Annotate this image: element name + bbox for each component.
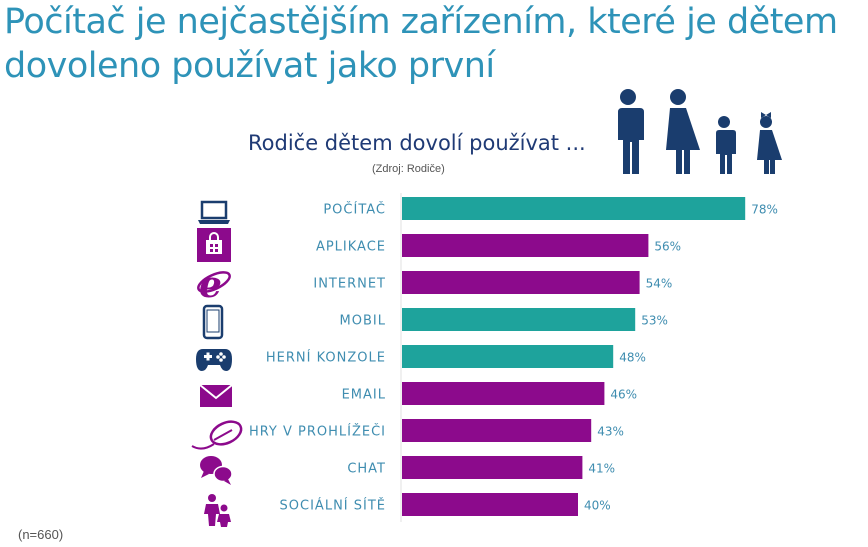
value-label: 78% [751,203,778,217]
phone-icon [201,304,225,344]
internet-explorer-icon: e [195,264,233,306]
bar-2 [402,271,640,294]
chart-subtitle: Rodiče dětem dovolí používat ... [248,131,586,155]
category-label: APLIKACE [316,240,386,255]
bar-4 [402,345,614,368]
value-label: 48% [619,351,646,365]
bar-3 [402,308,636,331]
chart-source: (Zdroj: Rodiče) [372,163,445,175]
headline-line-2: dovoleno používat jako první [4,46,495,86]
category-label: HERNÍ KONZOLE [266,350,386,366]
value-label: 40% [584,499,611,513]
category-label: EMAIL [342,388,386,403]
family-icon [616,89,782,174]
category-label: SOCIÁLNÍ SÍTĚ [280,498,386,514]
email-icon [198,382,234,414]
category-label: CHAT [347,462,386,477]
store-icon [196,227,232,267]
man-body [616,108,644,174]
bar-8 [402,493,578,516]
category-label: HRY V PROHLÍŽEČI [249,424,386,440]
bar-5 [402,382,605,405]
bar-6 [402,419,592,442]
value-label: 41% [588,462,615,476]
bar-1 [402,234,649,257]
value-label: 54% [646,277,673,291]
woman-body [666,108,700,174]
mouse-icon [190,416,244,456]
chat-icon [198,453,234,491]
sample-size-note: (n=660) [18,527,64,542]
girl-body [757,130,782,174]
girl-head [760,116,772,128]
girl-bow [761,112,771,118]
woman-head [670,89,686,105]
gamepad-icon [195,343,233,377]
value-label: 46% [610,388,637,402]
category-label: MOBIL [340,314,386,329]
value-label: 43% [597,425,624,439]
svg-text:e: e [199,265,222,301]
category-label: INTERNET [313,277,386,292]
bar-7 [402,456,583,479]
bars-layer: POČÍTAČ 78% APLIKACE 56% INTERNET 54% MOBIL 53%… [249,197,778,516]
people-icon [200,492,232,532]
man-head [620,89,636,105]
value-label: 53% [641,314,668,328]
boy-body [715,130,736,174]
laptop-icon [196,198,232,232]
headline: Počítač je nejčastějším zařízením, které… [4,0,864,88]
headline-line-1: Počítač je nejčastějším zařízením, které… [4,2,838,42]
category-label: POČÍTAČ [323,202,386,218]
bar-0 [402,197,746,220]
value-label: 56% [654,240,681,254]
boy-head [718,116,730,128]
